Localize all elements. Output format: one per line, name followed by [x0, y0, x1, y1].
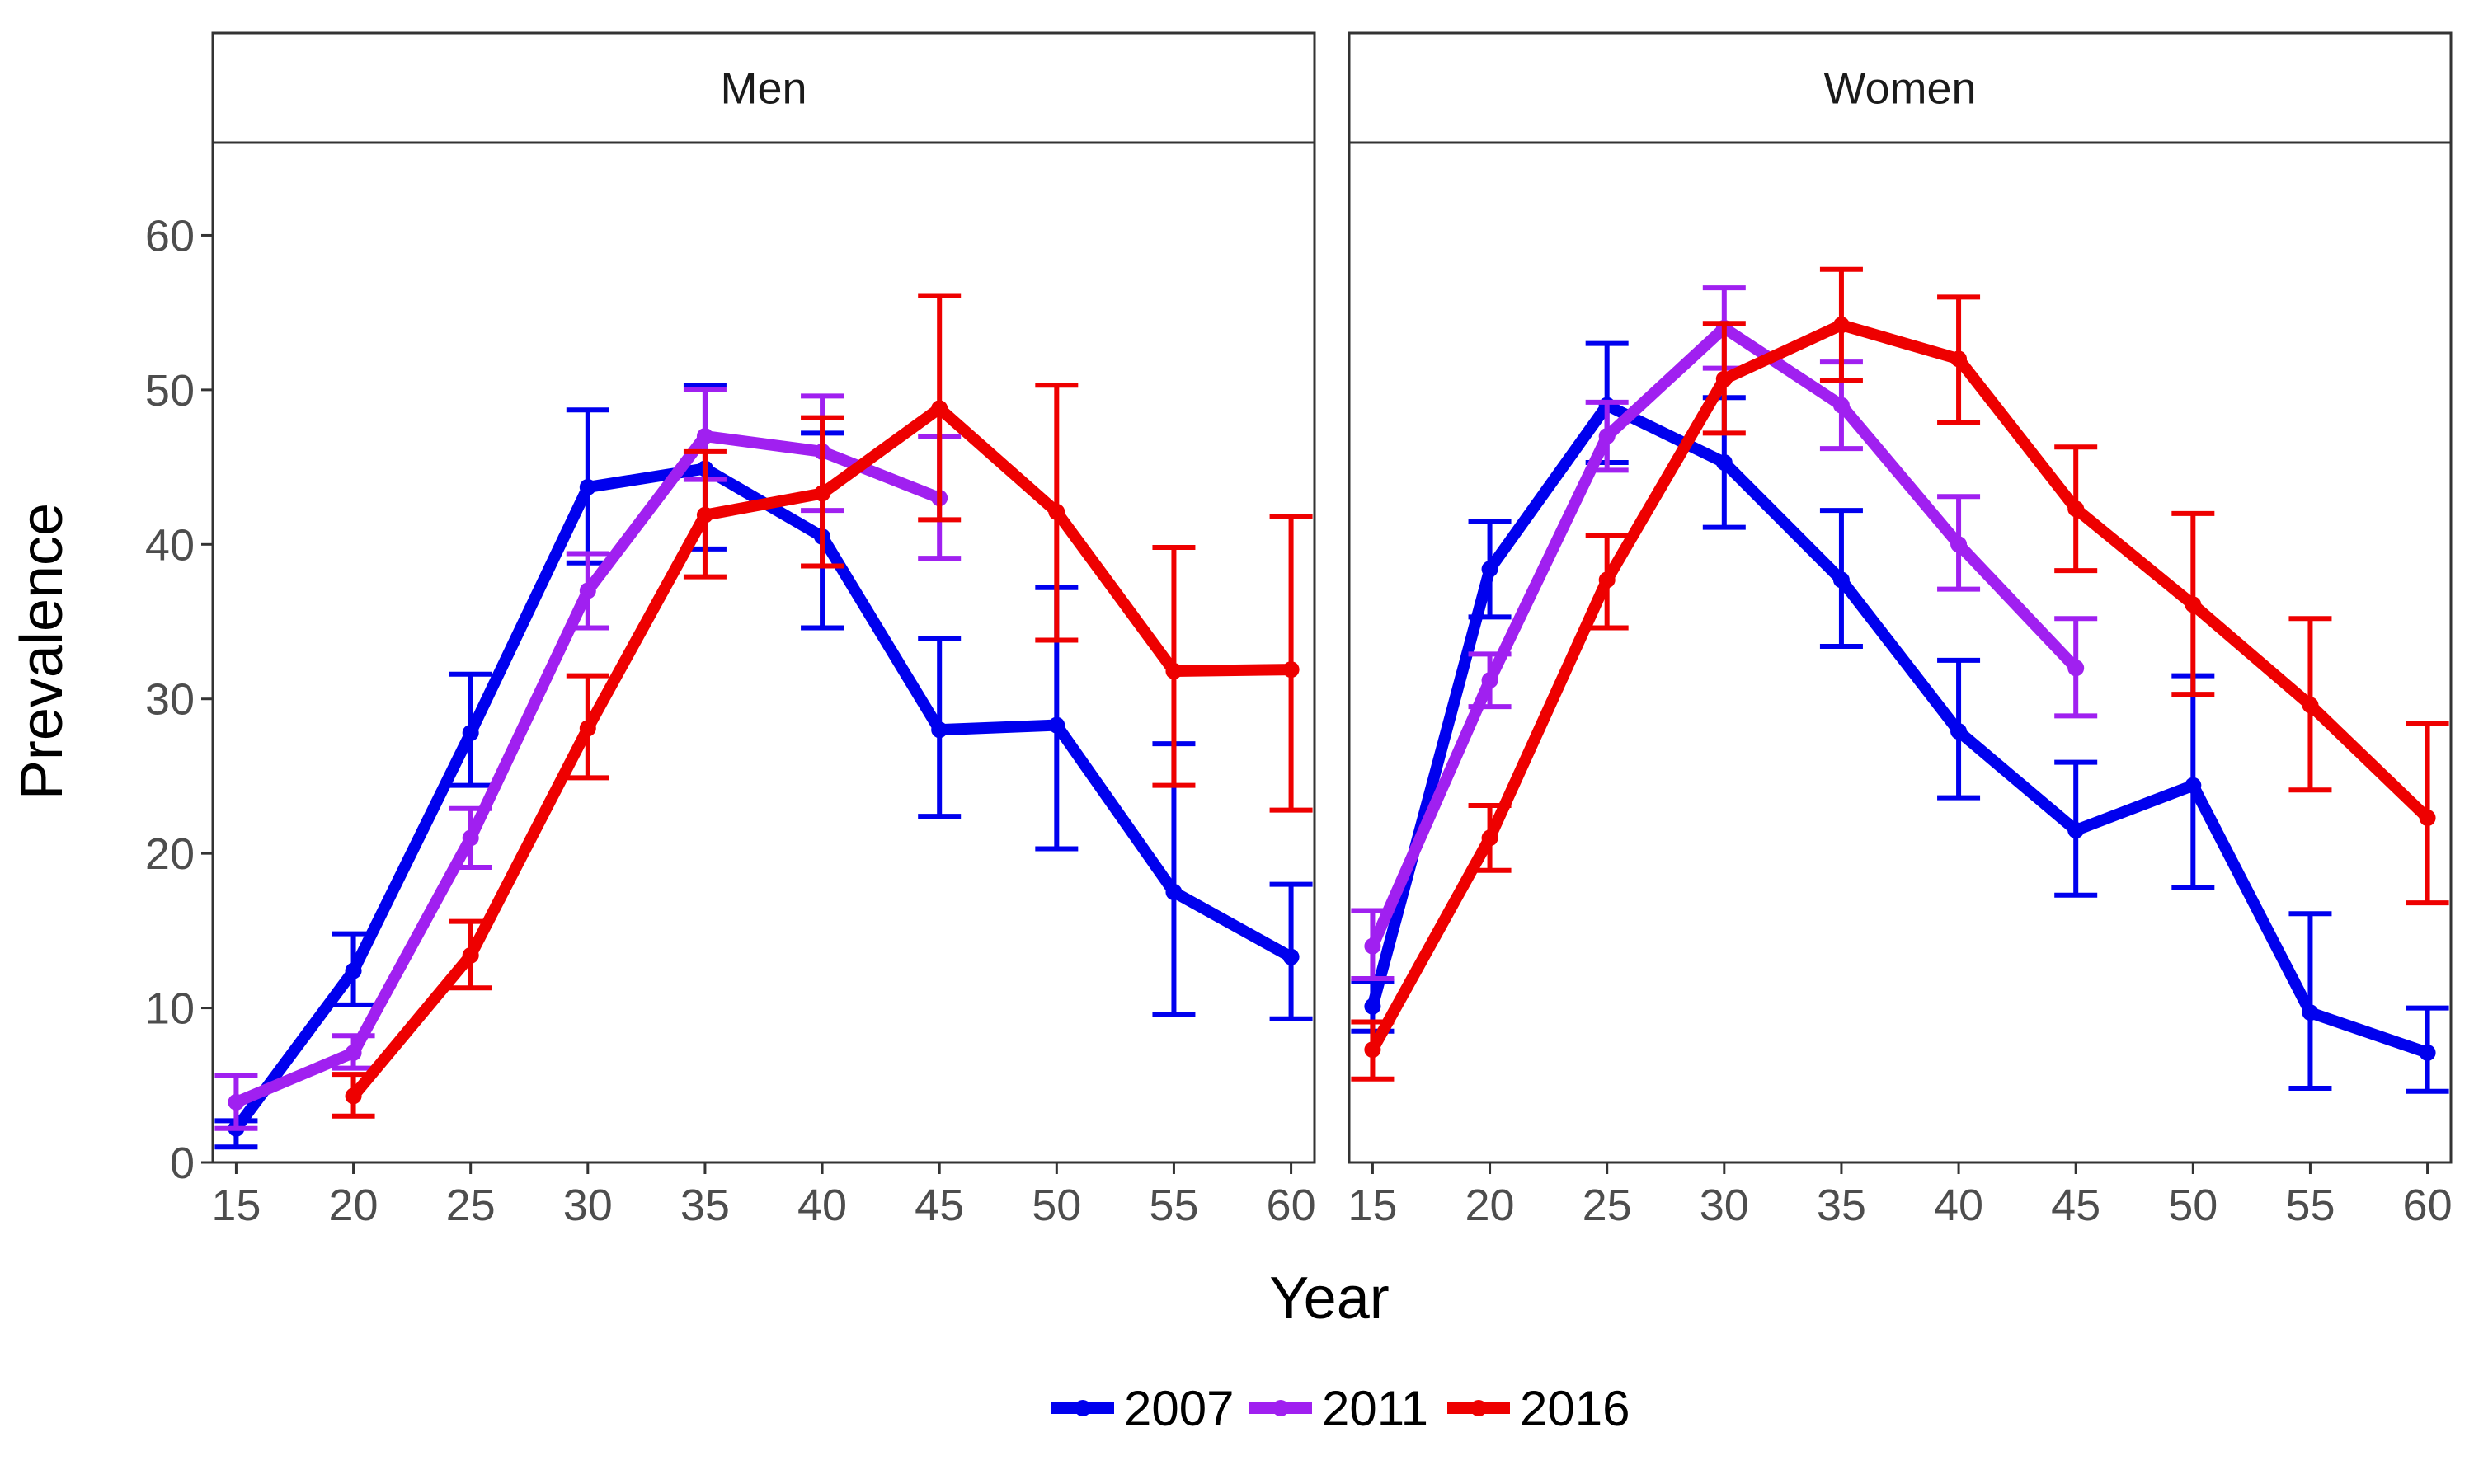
data-point: [931, 721, 948, 739]
y-axis-title: Prevalence: [9, 503, 75, 800]
legend-label: 2016: [1520, 1381, 1630, 1436]
data-point: [2302, 697, 2319, 714]
data-point: [1282, 661, 1300, 679]
data-point: [345, 1087, 362, 1105]
x-tick-label: 15: [211, 1181, 261, 1230]
data-point: [2067, 500, 2085, 518]
x-tick-label: 55: [1149, 1181, 1198, 1230]
data-point: [696, 506, 713, 524]
data-point: [462, 946, 479, 964]
series-2016: [332, 293, 1313, 1119]
data-point: [1481, 561, 1498, 578]
x-tick-label: 50: [1032, 1181, 1081, 1230]
series-line: [1367, 319, 2432, 1053]
data-point: [1832, 397, 1850, 414]
x-tick-label: 55: [2285, 1181, 2335, 1230]
data-point: [2185, 777, 2202, 794]
x-tick-label: 20: [1465, 1181, 1515, 1230]
x-tick-label: 25: [1583, 1181, 1632, 1230]
data-point: [2067, 660, 2085, 677]
legend-item-2011: 2011: [1249, 1381, 1428, 1436]
x-tick-label: 35: [1817, 1181, 1866, 1230]
x-tick-label: 20: [329, 1181, 379, 1230]
data-point: [1048, 716, 1065, 734]
x-tick-label: 40: [1934, 1181, 1983, 1230]
y-tick-label: 60: [145, 211, 195, 261]
x-tick-label: 30: [1700, 1181, 1749, 1230]
data-point: [2067, 822, 2085, 839]
series-2016: [1351, 266, 2449, 1082]
data-point: [1165, 662, 1183, 679]
data-point: [579, 720, 596, 737]
legend-key-point: [1075, 1400, 1091, 1416]
facet-strip: [211, 31, 1316, 144]
data-point: [696, 428, 713, 445]
data-point: [579, 478, 596, 495]
y-tick-label: 30: [145, 675, 195, 725]
data-point: [1598, 571, 1616, 589]
data-point: [1364, 937, 1381, 955]
data-point: [1282, 948, 1300, 965]
data-point: [931, 400, 948, 417]
data-point: [1715, 453, 1733, 471]
data-point: [1048, 503, 1065, 520]
x-tick-label: 45: [915, 1181, 964, 1230]
y-tick-label: 20: [145, 829, 195, 879]
data-point: [1165, 884, 1183, 901]
y-tick-label: 40: [145, 520, 195, 570]
y-axis: 0 10 20 30 40 50 60: [145, 211, 213, 1188]
data-point: [1950, 536, 1968, 553]
x-tick-label: 25: [446, 1181, 496, 1230]
x-tick-label: 50: [2168, 1181, 2218, 1230]
legend-label: 2011: [1322, 1381, 1428, 1436]
data-point: [1832, 571, 1850, 589]
data-point: [1481, 672, 1498, 689]
data-point: [1598, 428, 1616, 445]
data-point: [1715, 370, 1733, 387]
x-tick-label: 15: [1348, 1181, 1397, 1230]
facet-strip-label: Men: [720, 64, 807, 114]
series-line: [1366, 399, 2429, 1059]
data-point: [814, 485, 831, 502]
x-tick-label: 40: [797, 1181, 847, 1230]
data-point: [2419, 810, 2436, 827]
legend-item-2016: 2016: [1447, 1381, 1630, 1436]
y-tick-label: 50: [145, 366, 195, 416]
x-axis-title: Year: [1269, 1266, 1389, 1331]
data-point: [1364, 998, 1381, 1015]
data-point: [579, 582, 596, 599]
x-tick-label: 60: [2403, 1181, 2453, 1230]
x-tick-label: 60: [1267, 1181, 1316, 1230]
legend: 2007 2011 2016: [1051, 1381, 1630, 1436]
data-point: [462, 829, 479, 847]
panel-men: Men 15 20 25 30 35 40 45 50 55 60: [211, 31, 1316, 1230]
x-tick-label: 35: [680, 1181, 730, 1230]
data-point: [345, 1044, 362, 1061]
facet-strip: [1348, 31, 2453, 144]
data-point: [2185, 596, 2202, 613]
data-point: [462, 724, 479, 741]
data-point: [1832, 317, 1850, 334]
data-point: [1950, 723, 1968, 740]
legend-key-point: [1272, 1400, 1289, 1416]
y-tick-label: 0: [170, 1139, 195, 1188]
panel-women: Women 15 20 25 30 35 40 45 50 55 60: [1348, 31, 2453, 1230]
y-tick-label: 10: [145, 984, 195, 1034]
data-point: [2419, 1044, 2436, 1061]
data-point: [228, 1093, 245, 1111]
data-point: [345, 962, 362, 979]
data-point: [1481, 829, 1498, 847]
panel-plot-area: [211, 141, 1316, 1164]
panels-layer: Men 15 20 25 30 35 40 45 50 55 60 Women 15 20 25 30 35 40…: [211, 31, 2453, 1230]
data-point: [2302, 1004, 2319, 1021]
x-tick-label: 45: [2051, 1181, 2100, 1230]
data-point: [1364, 1041, 1381, 1059]
data-point: [1950, 350, 1968, 368]
x-tick-label: 30: [563, 1181, 613, 1230]
legend-item-2007: 2007: [1051, 1381, 1234, 1436]
legend-key-point: [1470, 1400, 1487, 1416]
legend-label: 2007: [1124, 1381, 1234, 1436]
facet-strip-label: Women: [1823, 64, 1976, 114]
